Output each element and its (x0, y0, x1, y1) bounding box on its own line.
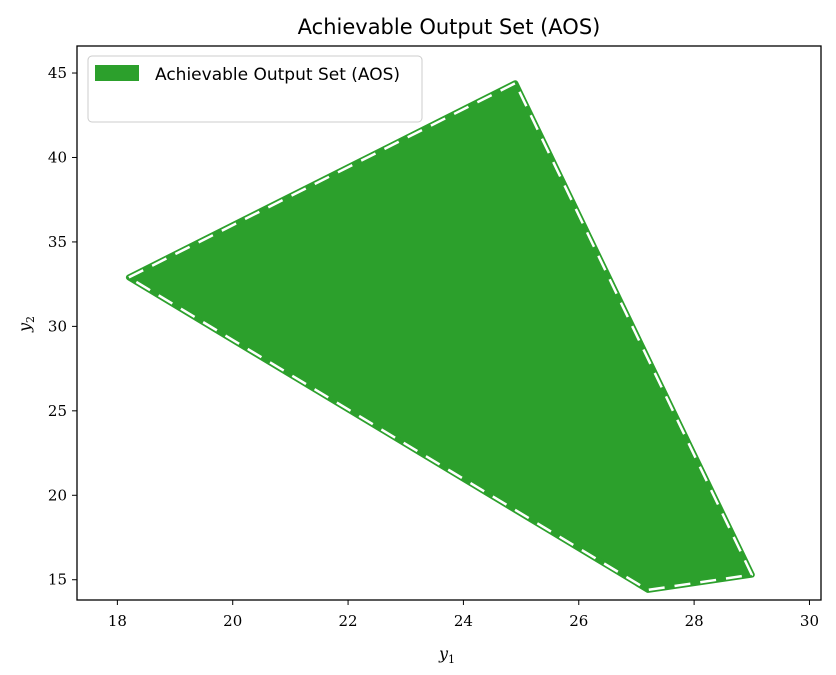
y-axis-label-main: y (15, 322, 34, 333)
x-axis: 18 20 22 24 26 28 30 (108, 600, 819, 630)
x-tick-label: 22 (339, 612, 358, 630)
legend-box (87, 55, 423, 123)
legend-label: Achievable Output Set (AOS) (155, 65, 400, 85)
y-tick-label: 25 (48, 402, 67, 420)
x-tick-label: 18 (108, 612, 127, 630)
y-tick-label: 35 (48, 233, 67, 251)
legend-swatch (95, 65, 139, 81)
plot-frame (76, 45, 822, 601)
y-axis: 15 20 25 30 35 40 45 (48, 64, 77, 589)
x-tick-label: 28 (685, 612, 704, 630)
x-tick-label: 24 (454, 612, 473, 630)
y-axis-label: y2 (15, 316, 37, 333)
y-tick-label: 45 (48, 64, 67, 82)
chart-title: Achievable Output Set (AOS) (298, 15, 601, 39)
x-tick-label: 26 (569, 612, 588, 630)
y-tick-label: 30 (48, 317, 67, 335)
plot-area (125, 80, 755, 593)
x-axis-label-main: y (438, 644, 449, 663)
legend: Achievable Output Set (AOS) (87, 55, 423, 123)
y-axis-label-subscript: 2 (24, 316, 37, 323)
aos-region-edge (127, 81, 754, 592)
x-tick-label: 30 (800, 612, 819, 630)
y-tick-label: 20 (48, 486, 67, 504)
x-tick-label: 20 (223, 612, 242, 630)
x-axis-label-subscript: 1 (448, 653, 455, 666)
x-axis-label: y1 (438, 644, 455, 666)
y-tick-label: 40 (48, 148, 67, 166)
y-tick-label: 15 (48, 571, 67, 589)
